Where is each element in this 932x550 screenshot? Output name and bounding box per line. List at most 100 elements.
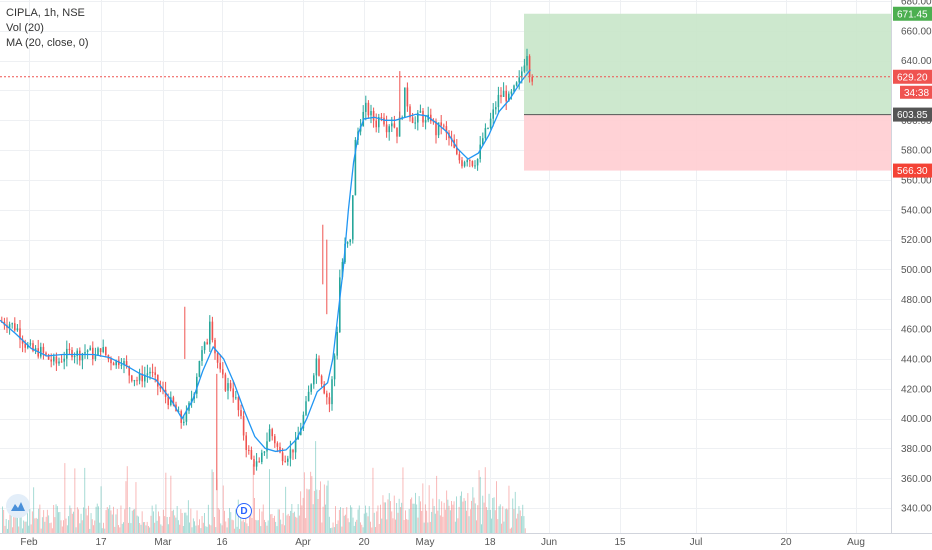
volume-bar [204,513,205,533]
candle [211,316,214,343]
candle-body [523,65,526,72]
volume-bar [123,522,124,533]
candle-body [8,324,11,328]
x-tick-label: Aug [847,537,865,548]
volume-bar [411,497,413,533]
candle-body [253,459,255,467]
candle [37,339,39,359]
y-tick-label: 460.00 [901,325,932,336]
volume-bar [266,525,268,533]
candle [144,366,146,388]
volume-bar [420,501,421,533]
candle-body [16,328,19,331]
volume-bar [175,517,177,533]
candle-body [339,277,341,333]
volume-bar [34,518,36,533]
volume-bar [382,495,384,533]
tradingview-logo-icon[interactable] [6,494,30,518]
candle-body [167,396,169,406]
volume-bar [365,505,366,533]
candle [255,453,258,471]
volume-bar [502,506,504,533]
volume-bar [31,511,33,533]
candle [89,345,91,351]
candle-body [141,373,143,382]
candle-body [172,397,175,405]
volume-bar [39,504,41,533]
dividend-marker[interactable]: D [236,503,252,519]
candle-body [40,346,42,357]
volume-bar [99,522,101,533]
candle-body [383,117,385,125]
candle-body [518,77,520,83]
candle [476,158,479,171]
candle [354,137,357,196]
candle-body [66,348,68,359]
volume-bar [320,481,321,533]
volume-bar [449,510,451,533]
candle-body [227,383,229,391]
candle-body [487,127,489,129]
volume-bar [410,499,411,533]
volume-bar [517,513,519,533]
stop-price-tag: 566.30 [893,163,932,178]
candle-body [110,359,112,364]
candle [471,160,474,168]
volume-bar [274,515,275,533]
volume-bar [441,501,443,533]
legend-volume[interactable]: Vol (20) [6,22,44,34]
volume-bar [111,514,113,533]
candle-body [266,441,268,452]
volume-bar [418,496,420,533]
volume-bar [236,526,238,533]
volume-bar [333,527,335,533]
volume-bar [206,526,208,533]
long-position-tool[interactable] [524,13,891,171]
volume-bar [214,517,215,533]
volume-bar [443,502,445,533]
volume-bar [59,512,61,533]
volume-bar [332,522,334,533]
legend-symbol[interactable]: CIPLA, 1h, NSE [6,7,85,19]
volume-bar [55,504,57,533]
volume-bar [7,528,8,533]
volume-bar [422,483,424,533]
volume-bar [231,519,233,533]
candle [21,335,24,353]
candle-body [326,393,328,398]
candle-body [268,429,271,442]
candle-body [414,122,416,124]
candle-body [502,91,505,97]
volume-bar [508,485,510,533]
volume-bar [301,505,303,533]
volume-bar [523,516,525,533]
volume-bar [202,522,204,533]
candle-body [365,102,367,112]
volume-bar [235,509,237,533]
candle-body [261,452,263,462]
legend-ma[interactable]: MA (20, close, 0) [6,37,89,49]
volume-bar [155,504,157,533]
y-tick-label: 520.00 [901,235,932,246]
candle [66,340,68,367]
volume-bar [18,526,20,533]
volume-bar [48,515,50,533]
candle [336,326,338,360]
candle [16,324,19,332]
candle-body [196,376,198,394]
candle [461,156,463,169]
volume-bar [429,521,431,533]
candle [227,377,229,400]
candle [42,343,45,360]
volume-bar [431,511,433,533]
y-tick-label: 420.00 [901,384,932,395]
candle-body [136,380,138,382]
entry-price-tag: 603.85 [893,107,932,122]
volume-bar [296,517,298,533]
candle [102,339,104,354]
volume-bar [400,507,401,533]
volume-bar [65,518,67,533]
candle-body [474,165,476,167]
volume-bar [5,519,7,533]
